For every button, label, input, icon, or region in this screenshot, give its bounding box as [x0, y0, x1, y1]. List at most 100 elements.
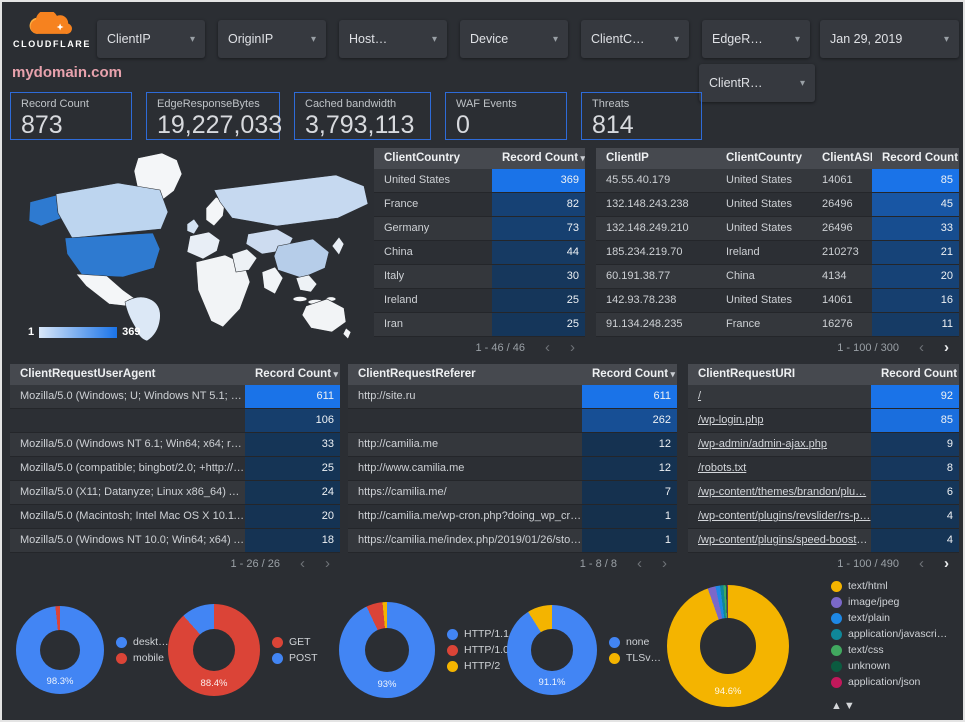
record-count-cell: 4 [871, 505, 959, 528]
filter-chip-originip[interactable]: OriginIP ▾ [218, 20, 326, 58]
uri-link[interactable]: /wp-content/plugins/speed-booste… [698, 534, 871, 546]
data-cell: http://camilia.me/wp-cron.php?doing_wp_c… [358, 510, 582, 522]
legend-item[interactable]: image/jpeg [831, 596, 947, 608]
legend-item[interactable]: POST [272, 652, 318, 664]
table-row: http://site.ru 611 [348, 385, 677, 409]
column-header[interactable]: ClientRequestReferer [358, 368, 476, 380]
data-cell: /wp-content/plugins/speed-booste… [688, 529, 871, 552]
sort-icon[interactable]: – [957, 369, 959, 379]
record-count-cell: 106 [245, 409, 340, 432]
column-header[interactable]: ClientASN [822, 152, 872, 164]
record-count-cell: 1 [582, 505, 677, 528]
prev-page-icon[interactable]: ‹ [545, 339, 550, 356]
legend-dot-icon [447, 660, 458, 672]
next-page-icon[interactable]: › [944, 555, 949, 572]
filter-chip-host[interactable]: Host… ▾ [339, 20, 447, 58]
scorecard-value: 3,793,113 [305, 111, 415, 139]
table-row: https://camilia.me/index.php/2019/01/26/… [348, 529, 677, 553]
filter-chip-clientr[interactable]: ClientR… ▾ [699, 64, 815, 102]
legend-item[interactable]: HTTP/2 [447, 660, 509, 672]
column-header[interactable]: Record Count – [872, 148, 959, 169]
sort-icon[interactable]: – [958, 153, 959, 163]
column-header[interactable]: Record Count – [871, 364, 959, 385]
legend-sort-arrows[interactable]: ▲▼ [831, 700, 857, 712]
legend-item[interactable]: application/javascri… [831, 628, 947, 640]
record-count-cell: 7 [582, 481, 677, 504]
data-cell: Mozilla/5.0 (Windows NT 6.1; Win64; x64;… [20, 438, 245, 450]
sort-icon[interactable]: ▾ [668, 369, 676, 379]
record-count-cell: 25 [492, 313, 585, 336]
legend-dot-icon [609, 652, 620, 664]
next-page-icon[interactable]: › [570, 339, 575, 356]
legend-item[interactable]: deskt… [116, 636, 169, 648]
uri-link[interactable]: / [698, 390, 702, 402]
legend-item[interactable]: HTTP/1.1 [447, 628, 509, 640]
data-cell: France [726, 318, 761, 330]
uri-link[interactable]: /robots.txt [698, 462, 747, 474]
legend-item[interactable]: unknown [831, 660, 947, 672]
world-map [28, 152, 369, 342]
legend-item[interactable]: application/json [831, 676, 947, 688]
chevron-down-icon: ▾ [799, 77, 805, 89]
filter-chip-clientc[interactable]: ClientC… ▾ [581, 20, 689, 58]
filter-chip-label: ClientC… [591, 32, 645, 46]
pagination: 1 - 46 / 46 ‹ › [374, 337, 585, 355]
legend-item[interactable]: TLSv… [609, 652, 661, 664]
legend-item[interactable]: HTTP/1.0 [447, 644, 509, 656]
data-cell: 26496 [822, 198, 853, 210]
uri-link[interactable]: /wp-admin/admin-ajax.php [698, 438, 828, 450]
prev-page-icon[interactable]: ‹ [300, 555, 305, 572]
record-count-cell: 20 [245, 505, 340, 528]
data-cell: Mozilla/5.0 (Macintosh; Intel Mac OS X 1… [20, 510, 245, 522]
legend-item[interactable]: GET [272, 636, 318, 648]
donut-hole [364, 627, 410, 673]
table-header-row: ClientCountry Record Count ▾ [374, 148, 585, 169]
date-range-filter[interactable]: Jan 29, 2019 ▾ [820, 20, 959, 58]
donut-tls-version: 91.1% [507, 605, 597, 695]
next-page-icon[interactable]: › [662, 555, 667, 572]
data-cell: Ireland [384, 294, 418, 306]
sort-icon[interactable]: ▾ [578, 153, 585, 163]
prev-page-icon[interactable]: ‹ [919, 339, 924, 356]
data-cell: Iran [384, 318, 403, 330]
uri-link[interactable]: /wp-content/plugins/revslider/rs-p… [698, 510, 871, 522]
column-header[interactable]: Record Count ▾ [502, 152, 585, 164]
table-row: Mozilla/5.0 (Windows NT 6.1; Win64; x64;… [10, 433, 340, 457]
column-header[interactable]: ClientCountry [726, 152, 803, 164]
legend-item[interactable]: text/css [831, 644, 947, 656]
filter-chip-clientip[interactable]: ClientIP ▾ [97, 20, 205, 58]
chevron-down-icon: ▾ [431, 33, 437, 45]
chevron-down-icon: ▾ [943, 33, 949, 45]
legend-item[interactable]: mobile [116, 652, 169, 664]
uri-link[interactable]: /wp-login.php [698, 414, 764, 426]
data-cell: 26496 [822, 222, 853, 234]
data-cell: Mozilla/5.0 (Windows NT 10.0; Win64; x64… [20, 534, 245, 546]
record-count-cell: 4 [871, 529, 959, 552]
column-header[interactable]: Record Count ▾ [592, 368, 676, 380]
legend-label: deskt… [133, 636, 169, 648]
legend-label: image/jpeg [848, 596, 900, 608]
column-header[interactable]: Record Count ▾ [255, 368, 339, 380]
legend-item[interactable]: text/plain [831, 612, 947, 624]
column-header[interactable]: ClientIP [606, 152, 649, 164]
next-page-icon[interactable]: › [325, 555, 330, 572]
column-header[interactable]: ClientRequestUserAgent [20, 368, 156, 380]
legend-item[interactable]: none [609, 636, 661, 648]
donut-chart-tls-version: 91.1% none TLSv… [507, 605, 661, 695]
sort-icon[interactable]: ▾ [331, 369, 339, 379]
column-header[interactable]: ClientRequestURI [698, 368, 796, 380]
donut-percent-label: 98.3% [46, 675, 74, 687]
next-page-icon[interactable]: › [944, 339, 949, 356]
column-header[interactable]: ClientCountry [384, 152, 461, 164]
filter-chip-edger[interactable]: EdgeR… ▾ [702, 20, 810, 58]
donut-percent-label: 88.4% [200, 677, 228, 689]
table-row: China 44 [374, 241, 585, 265]
legend-label: none [626, 636, 650, 648]
filter-chip-device[interactable]: Device ▾ [460, 20, 568, 58]
legend-item[interactable]: text/html [831, 580, 947, 592]
data-cell: /robots.txt [688, 457, 871, 480]
prev-page-icon[interactable]: ‹ [637, 555, 642, 572]
uri-link[interactable]: /wp-content/themes/brandon/plu… [698, 486, 867, 498]
filter-chip-label: OriginIP [228, 32, 274, 46]
prev-page-icon[interactable]: ‹ [919, 555, 924, 572]
